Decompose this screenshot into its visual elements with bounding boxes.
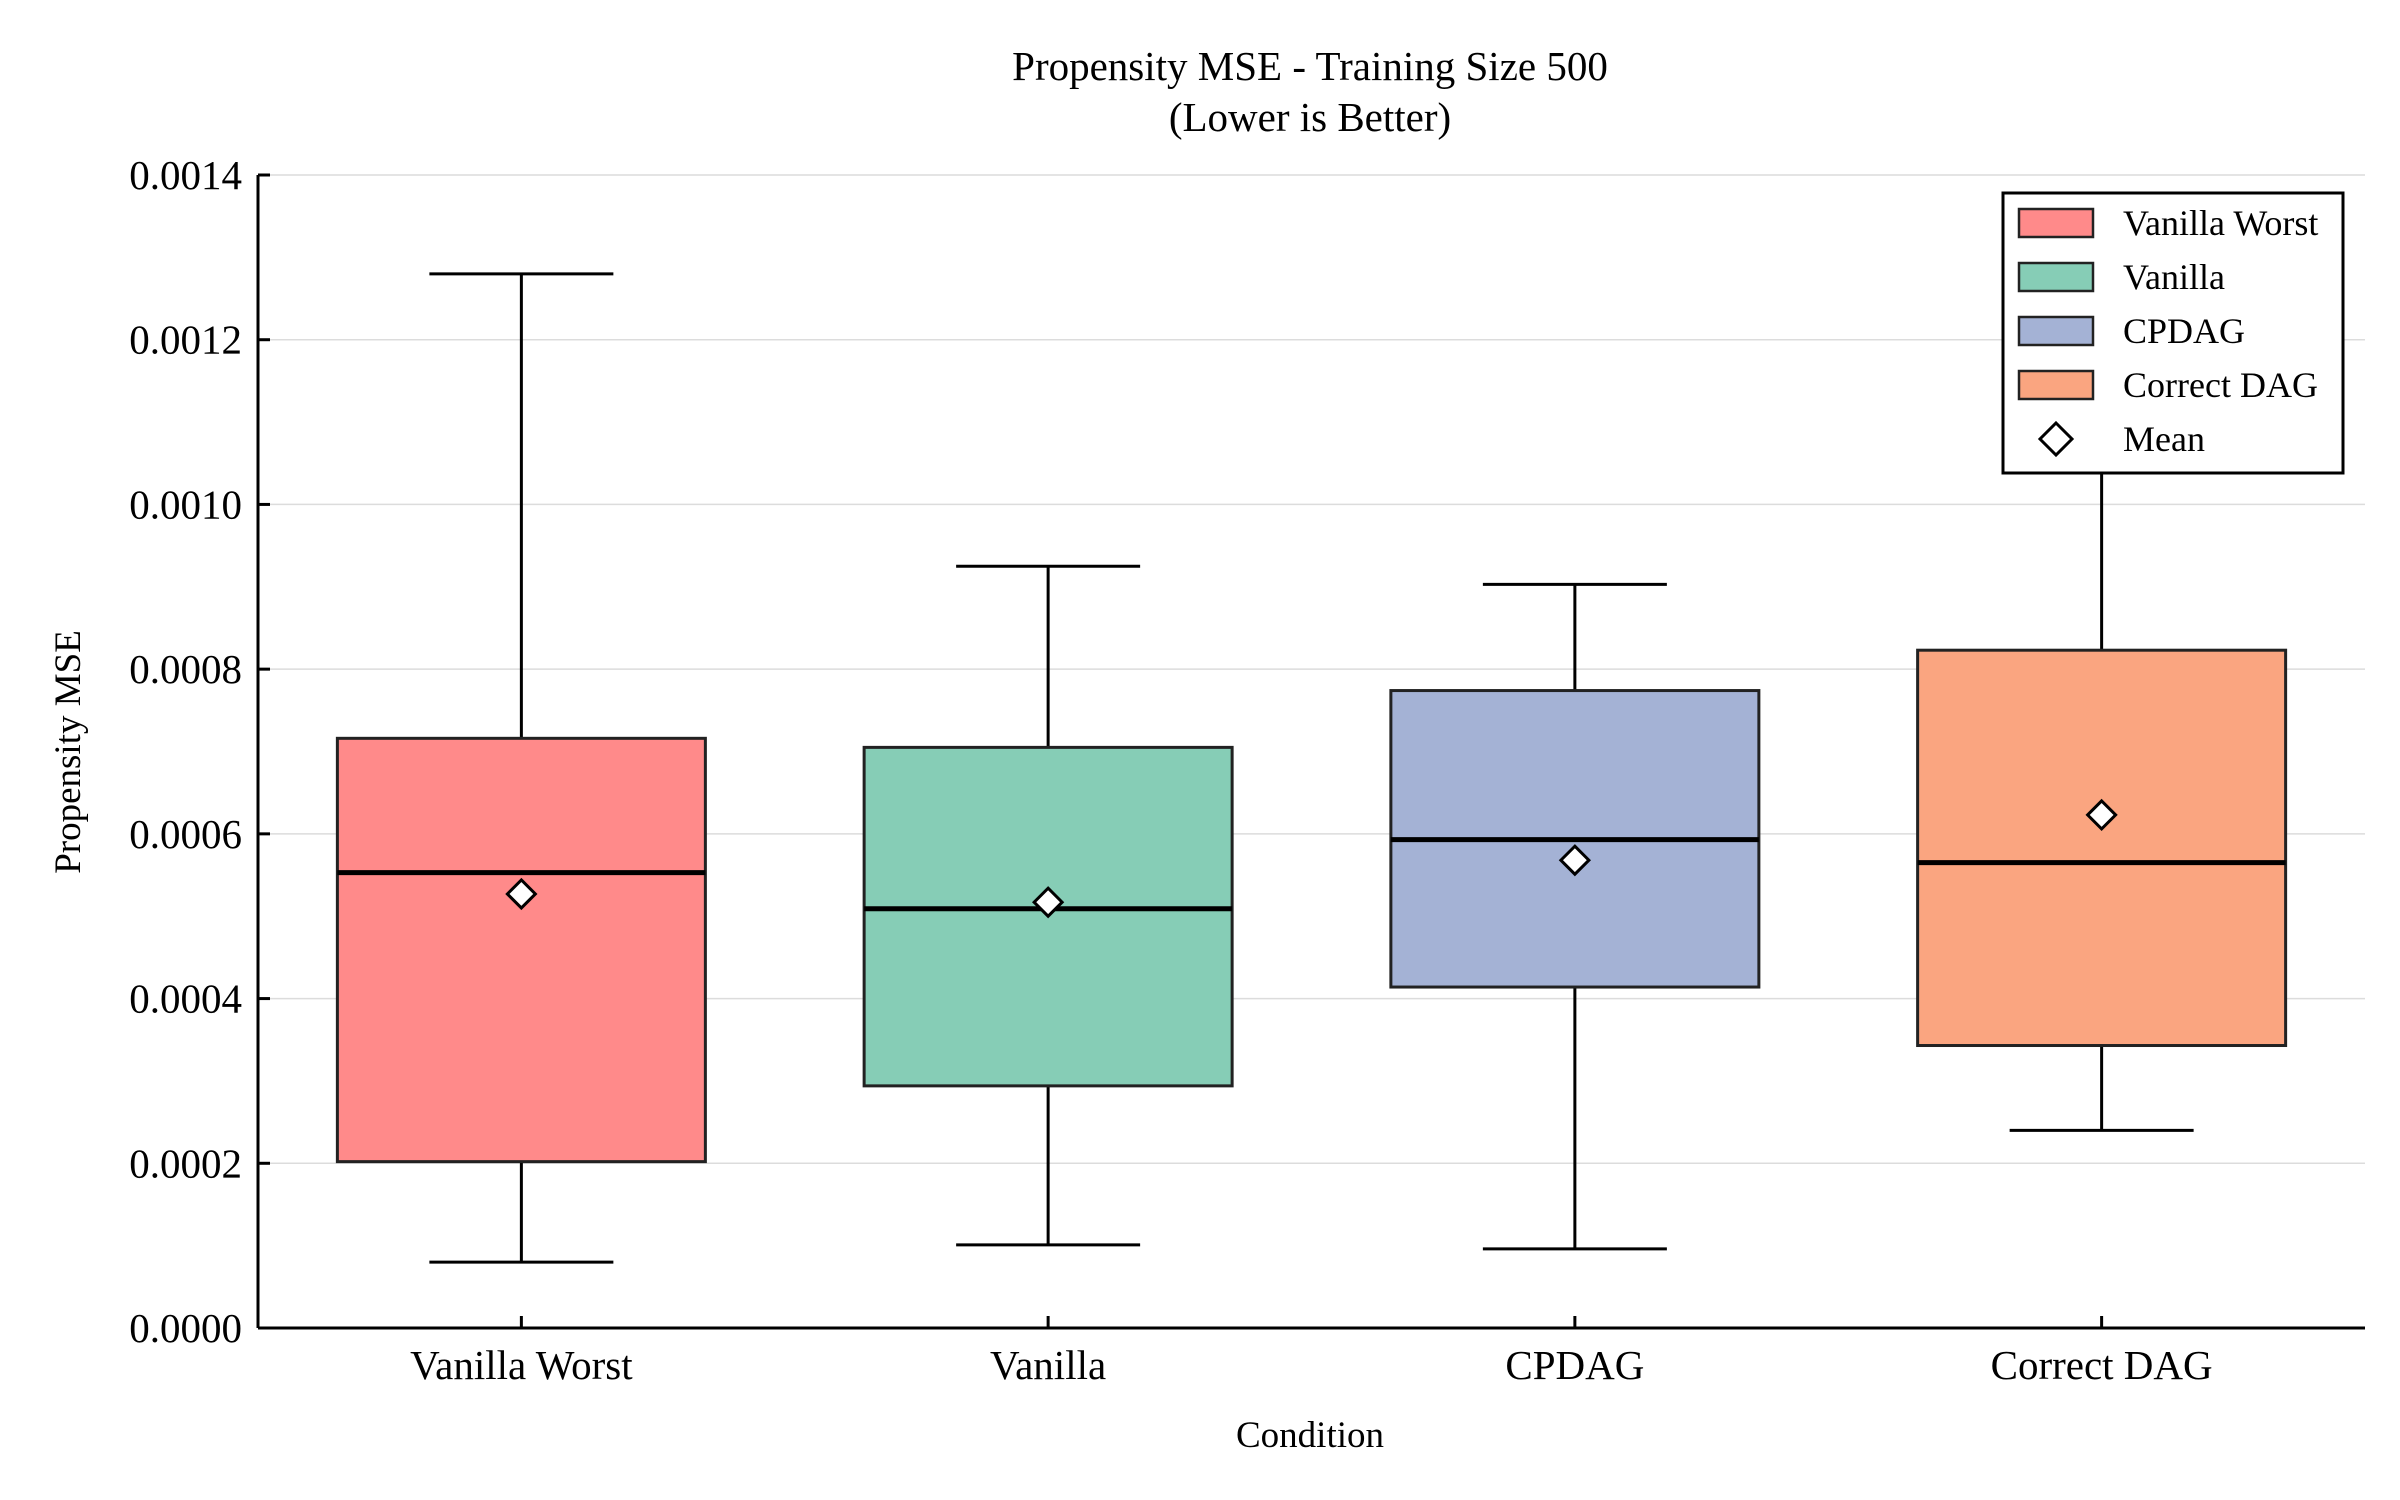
mean-marker — [2085, 798, 2118, 832]
legend-label: Correct DAG — [2123, 365, 2318, 405]
x-tick-label: Vanilla — [990, 1342, 1106, 1388]
y-tick-label: 0.0004 — [129, 976, 242, 1022]
chart-title: Propensity MSE - Training Size 500 — [1012, 43, 1608, 89]
x-axis-label: Condition — [1236, 1415, 1384, 1456]
y-tick-label: 0.0014 — [129, 152, 242, 198]
box-cpdag — [1389, 582, 1761, 1251]
legend-swatch — [2017, 369, 2095, 401]
legend-swatch — [2017, 261, 2095, 293]
legend-swatch — [2017, 315, 2095, 347]
mean-marker — [1558, 844, 1591, 877]
x-tick-label: Correct DAG — [1991, 1342, 2213, 1388]
box-plots — [335, 272, 2288, 1264]
y-axis-label: Propensity MSE — [48, 630, 89, 874]
mean-marker — [1032, 886, 1065, 919]
y-tick-label: 0.0008 — [129, 646, 242, 692]
box-correct-dag — [1916, 461, 2288, 1132]
legend-mean-marker — [2037, 420, 2075, 458]
y-tick-label: 0.0012 — [129, 317, 242, 363]
box-vanilla-worst — [335, 272, 707, 1264]
x-tick-label: Vanilla Worst — [410, 1342, 633, 1388]
axes: 0.0000 0.0002 0.0004 0.0006 0.0008 0.0010 0.00… — [129, 152, 2365, 1388]
legend-label: Vanilla Worst — [2123, 203, 2318, 243]
legend-swatch — [2017, 207, 2095, 239]
iqr-box — [335, 736, 707, 1164]
y-tick-label: 0.0002 — [129, 1140, 242, 1186]
mean-marker — [505, 877, 538, 911]
y-tick-label: 0.0006 — [129, 811, 242, 857]
legend-label: Mean — [2123, 419, 2205, 459]
box-vanilla — [862, 564, 1234, 1247]
y-tick-label: 0.0000 — [129, 1305, 242, 1351]
iqr-box — [1916, 648, 2288, 1048]
chart-subtitle: (Lower is Better) — [1169, 94, 1451, 140]
legend: Vanilla Worst Vanilla CPDAG Correct DAG Mean — [2001, 191, 2345, 475]
x-tick-label: CPDAG — [1505, 1342, 1644, 1388]
legend-label: Vanilla — [2123, 257, 2225, 297]
legend-label: CPDAG — [2123, 311, 2245, 351]
y-tick-label: 0.0010 — [129, 481, 242, 527]
